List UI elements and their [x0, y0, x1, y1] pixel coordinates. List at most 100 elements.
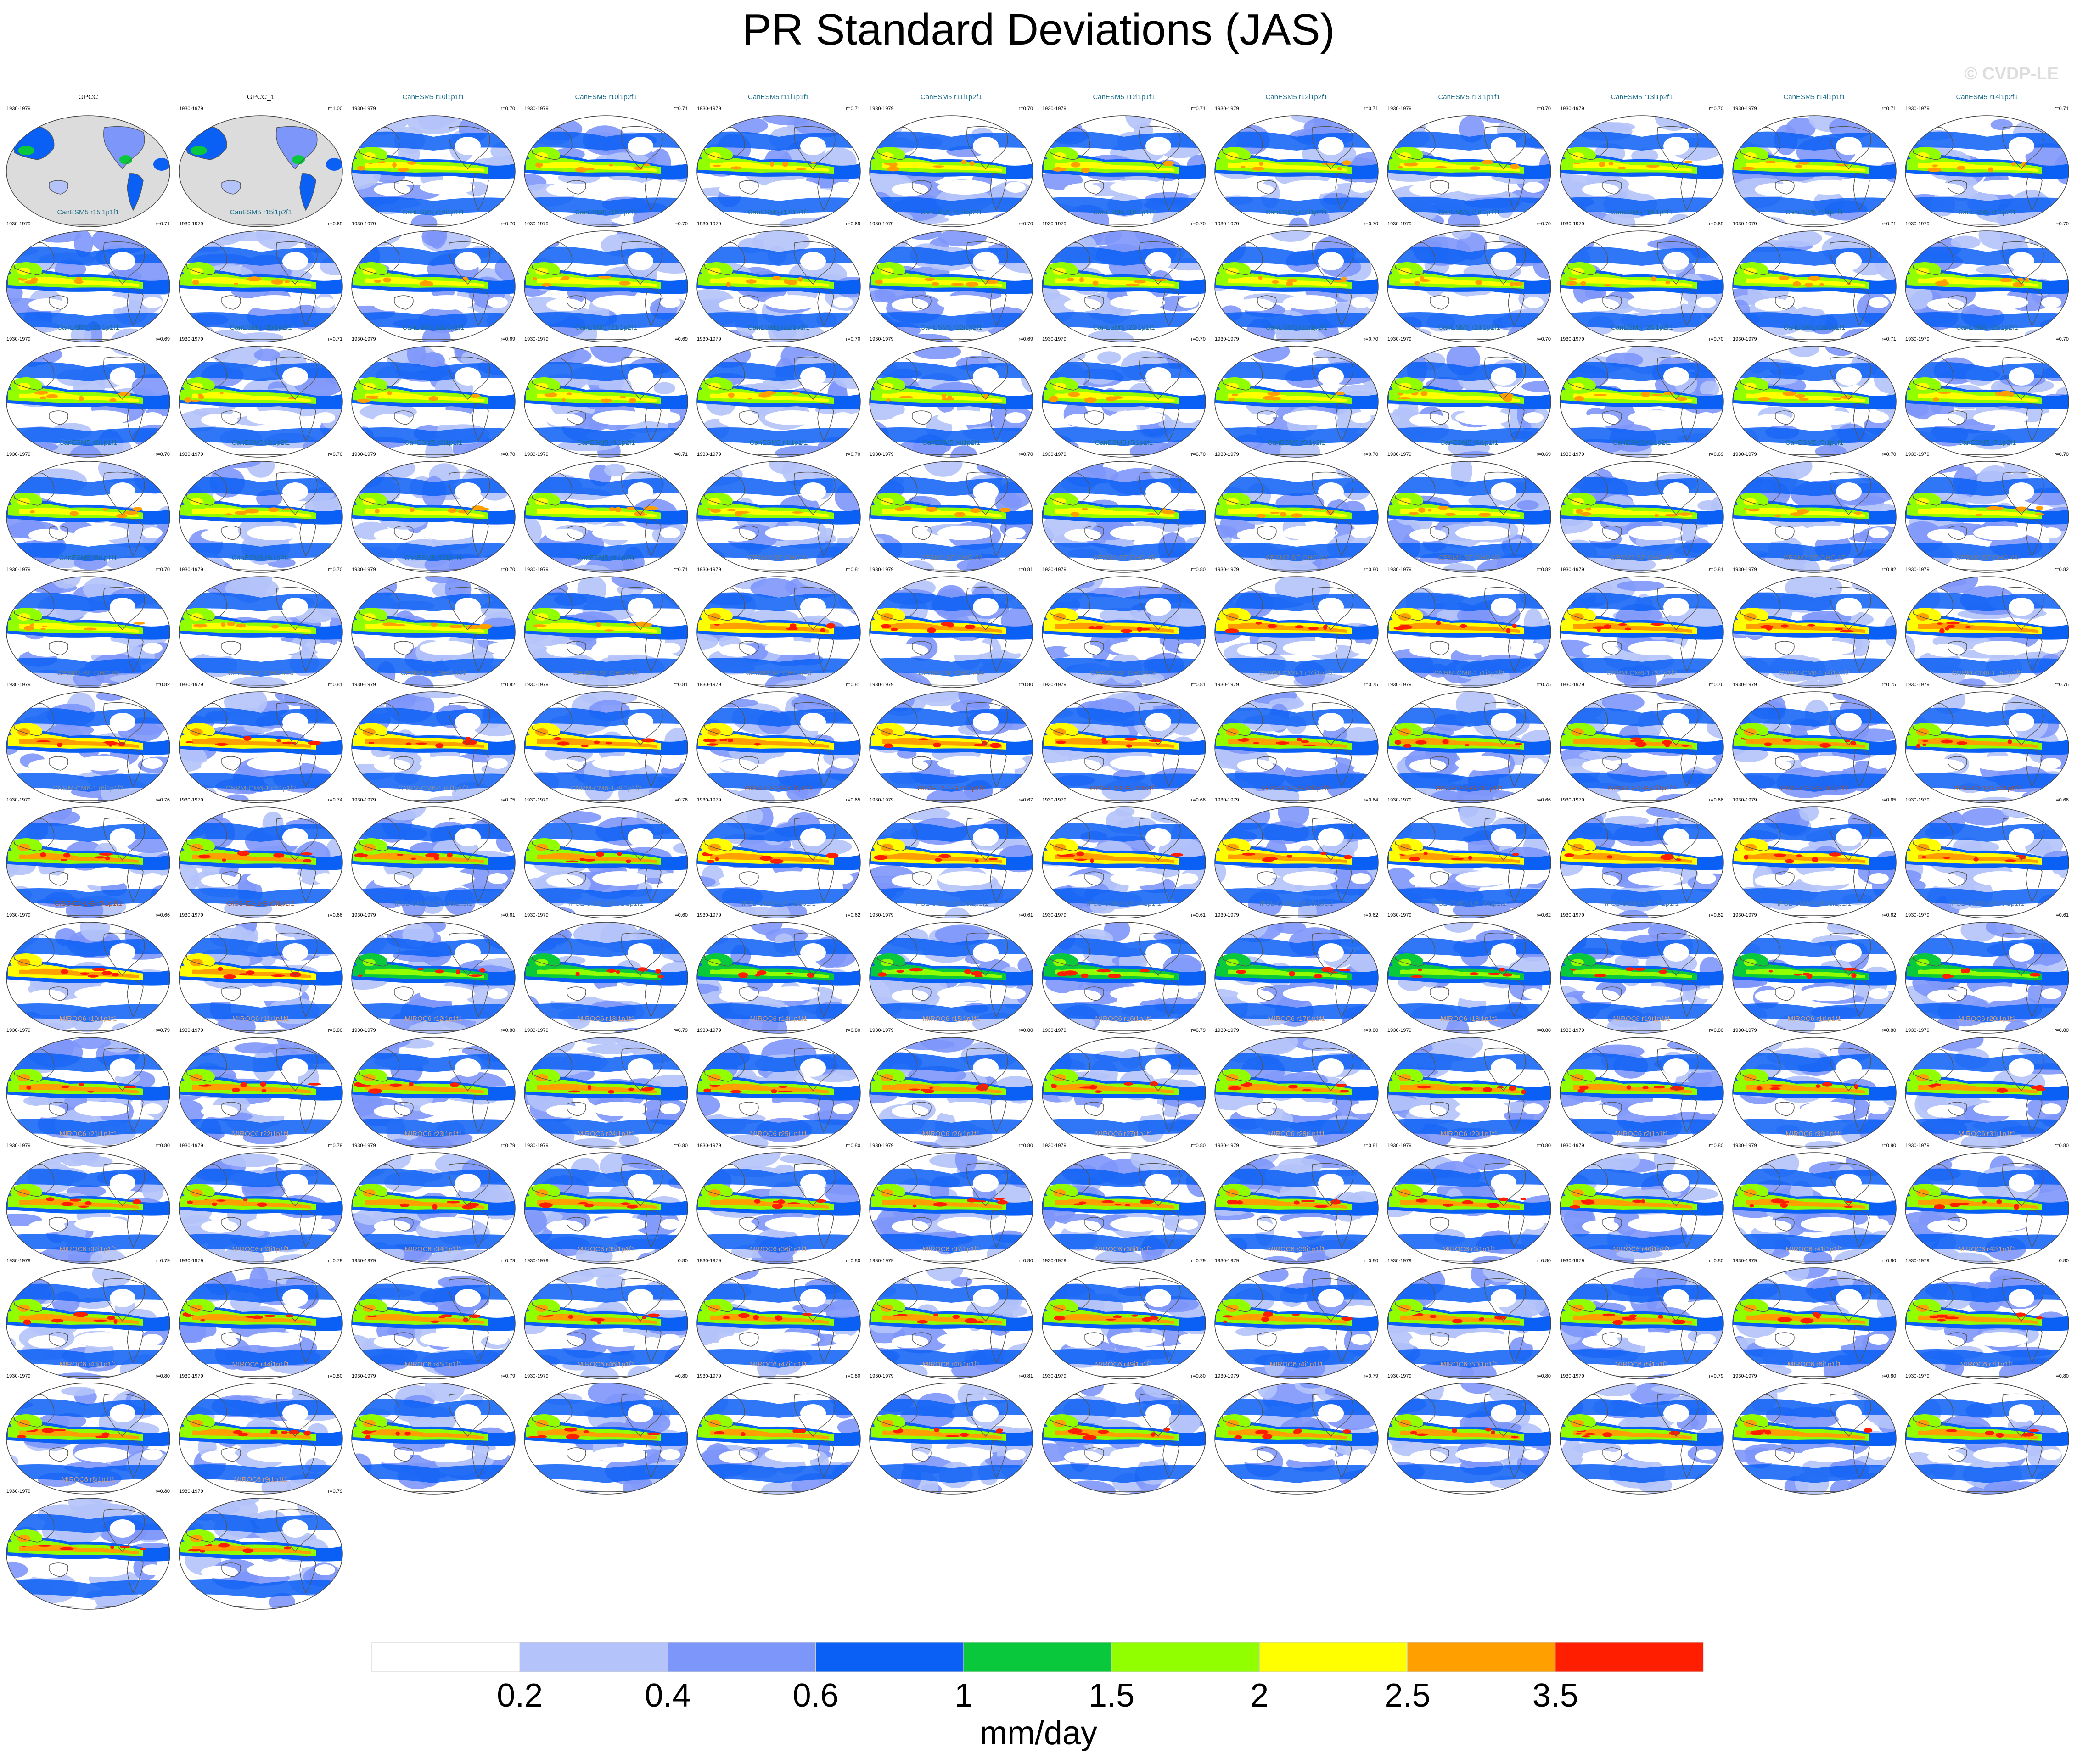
panel-period: 1930-1979	[1215, 913, 1239, 918]
panel-title: CESM2-SF GHG #6	[1611, 554, 1673, 562]
panel-title: MIROC6 r33i1p1f1	[232, 1245, 289, 1253]
panel-title: GISS-E2-1-G r1i1p1f2	[917, 784, 985, 792]
panel-title: CanESM5 r6i1p1f1	[1440, 439, 1499, 447]
panel-correlation: r=0.64	[1364, 797, 1379, 803]
map-panel: GISS-E2-1-G r5i1p1f2 1930-1979 r=0.66	[179, 900, 343, 1034]
panel-correlation: r=0.70	[846, 452, 861, 457]
panel-title: CanESM5 r17i1p2f1	[920, 208, 982, 216]
panel-map	[351, 230, 516, 342]
panel-map	[1560, 230, 1724, 342]
panel-title: CanESM5 r24i1p1f1	[1438, 324, 1500, 331]
panel-correlation: r=0.70	[1537, 336, 1551, 342]
panel-period: 1930-1979	[870, 682, 894, 688]
panel-title: MIROC6 r39i1p1f1	[1268, 1245, 1325, 1253]
panel-correlation: r=0.80	[846, 1373, 861, 1379]
map-panel: MIROC6 r14i1p1f1 1930-1979 r=0.80	[696, 1015, 861, 1149]
panel-map	[1214, 346, 1379, 458]
panel-correlation: r=0.70	[1019, 452, 1033, 457]
panel-title: MIROC6 r13i1p1f1	[577, 1015, 634, 1023]
colorbar-swatch	[667, 1642, 816, 1672]
panel-map	[1214, 691, 1379, 803]
panel-correlation: r=0.70	[328, 452, 343, 457]
panel-title: MIROC6 r24i1p1f1	[577, 1130, 634, 1138]
map-panel: IPSL-CM6A-LR r6i1p1f1 1930-1979 r=0.62	[1387, 900, 1551, 1034]
panel-title: CESM2-SF GHG #8	[1956, 554, 2018, 562]
panel-period: 1930-1979	[697, 336, 721, 342]
panel-period: 1930-1979	[1733, 682, 1757, 688]
panel-period: 1930-1979	[870, 452, 894, 457]
panel-title: CanESM5 r12i1p1f1	[1093, 93, 1155, 101]
panel-correlation: r=0.82	[501, 682, 516, 688]
panel-correlation: r=0.70	[1882, 452, 1897, 457]
panel-map	[524, 1037, 688, 1149]
panel-title: IPSL-CM6A-LR r5i1p1f1	[1259, 900, 1334, 907]
panel-title: CanESM5 r9i1p2f1	[577, 554, 635, 562]
panel-map	[696, 576, 861, 688]
panel-map	[1214, 576, 1379, 688]
panel-map	[696, 922, 861, 1034]
panel-title: MIROC6 r38i1p1f1	[1095, 1245, 1152, 1253]
panel-correlation: r=0.76	[156, 797, 170, 803]
panel-title: CNRM-CM6-1 r5i1p1f2	[1952, 669, 2022, 677]
colorbar-tick-label: 2.5	[1385, 1677, 1431, 1714]
panel-period: 1930-1979	[1042, 1028, 1067, 1033]
panel-map	[179, 1267, 343, 1379]
panel-period: 1930-1979	[1387, 567, 1412, 572]
panel-period: 1930-1979	[1905, 106, 1930, 112]
map-panel: CESM2-SF GHG #9 1930-1979 r=0.82	[6, 669, 170, 803]
panel-title: CanESM5 r7i1p1f1	[1785, 439, 1844, 447]
panel-correlation: r=0.82	[156, 682, 170, 688]
map-panel: GISS-E2-1-G r4i1p1f2 1930-1979 r=0.66	[1905, 784, 2069, 918]
panel-correlation: r=0.80	[1709, 1258, 1724, 1264]
panel-map	[869, 691, 1033, 803]
map-panel: CanESM5 r19i1p2f1 1930-1979 r=0.69	[1560, 208, 1724, 342]
panel-title: MIROC6 r4i1p1f1	[1270, 1361, 1324, 1368]
panel-map	[6, 230, 170, 342]
panel-period: 1930-1979	[524, 1143, 549, 1148]
panel-period: 1930-1979	[179, 1143, 203, 1148]
map-panel: CanESM5 r7i1p2f1 1930-1979 r=0.70	[1905, 439, 2069, 573]
panel-period: 1930-1979	[1560, 682, 1584, 688]
panel-period: 1930-1979	[870, 1373, 894, 1379]
panel-map	[1214, 806, 1379, 918]
panel-title: MIROC6 r21i1p1f1	[59, 1130, 117, 1138]
panel-period: 1930-1979	[524, 1373, 549, 1379]
panel-correlation: r=0.69	[156, 336, 170, 342]
panel-title: GISS-E2-1-G r2i1p1f2	[1263, 784, 1330, 792]
panel-title: CanESM5 r3i1p2f1	[577, 439, 635, 447]
panel-title: CanESM5 r10i1p1f1	[402, 93, 464, 101]
panel-correlation: r=0.80	[674, 1373, 688, 1379]
panel-period: 1930-1979	[1905, 913, 1930, 918]
panel-correlation: r=0.79	[328, 1489, 343, 1494]
panel-correlation: r=0.81	[674, 682, 688, 688]
panel-map	[351, 922, 516, 1034]
panel-correlation: r=0.80	[846, 1028, 861, 1033]
colorbar-swatch	[815, 1642, 964, 1672]
panel-period: 1930-1979	[1733, 452, 1757, 457]
panel-correlation: r=0.80	[1019, 1143, 1033, 1148]
panel-title: IPSL-CM6A-LR r2i1p1f1	[741, 900, 816, 907]
panel-title: CanESM5 r16i1p1f1	[402, 208, 464, 216]
panel-period: 1930-1979	[1215, 682, 1239, 688]
panel-period: 1930-1979	[179, 1028, 203, 1033]
map-panel: IPSL-CM6A-LR r10i1p1f1 1930-1979 r=0.61	[351, 900, 516, 1034]
panel-correlation: r=0.71	[1364, 106, 1379, 112]
panel-map	[1387, 1383, 1551, 1495]
map-panel: CNRM-CM6-1 r10i1p1f2 1930-1979 r=0.75	[1214, 669, 1379, 803]
map-panel: MIROC6 r23i1p1f1 1930-1979 r=0.79	[351, 1130, 516, 1264]
panel-period: 1930-1979	[1215, 1143, 1239, 1148]
panel-period: 1930-1979	[179, 682, 203, 688]
panel-correlation: r=0.69	[1709, 221, 1724, 227]
panel-period: 1930-1979	[352, 797, 376, 803]
panel-period: 1930-1979	[870, 1143, 894, 1148]
panel-correlation: r=0.66	[1709, 797, 1724, 803]
panel-correlation: r=0.71	[328, 336, 343, 342]
panel-map	[6, 461, 170, 573]
panel-period: 1930-1979	[697, 1028, 721, 1033]
panel-title: CanESM5 r20i1p1f1	[57, 324, 119, 331]
panel-title: CanESM5 r25i1p1f1	[1783, 324, 1845, 331]
map-panel: MIROC6 r28i1p1f1 1930-1979 r=0.81	[1214, 1130, 1379, 1264]
panel-correlation: r=0.71	[674, 567, 688, 572]
panel-correlation: r=0.70	[1191, 452, 1206, 457]
watermark: © CVDP-LE	[1964, 64, 2059, 84]
